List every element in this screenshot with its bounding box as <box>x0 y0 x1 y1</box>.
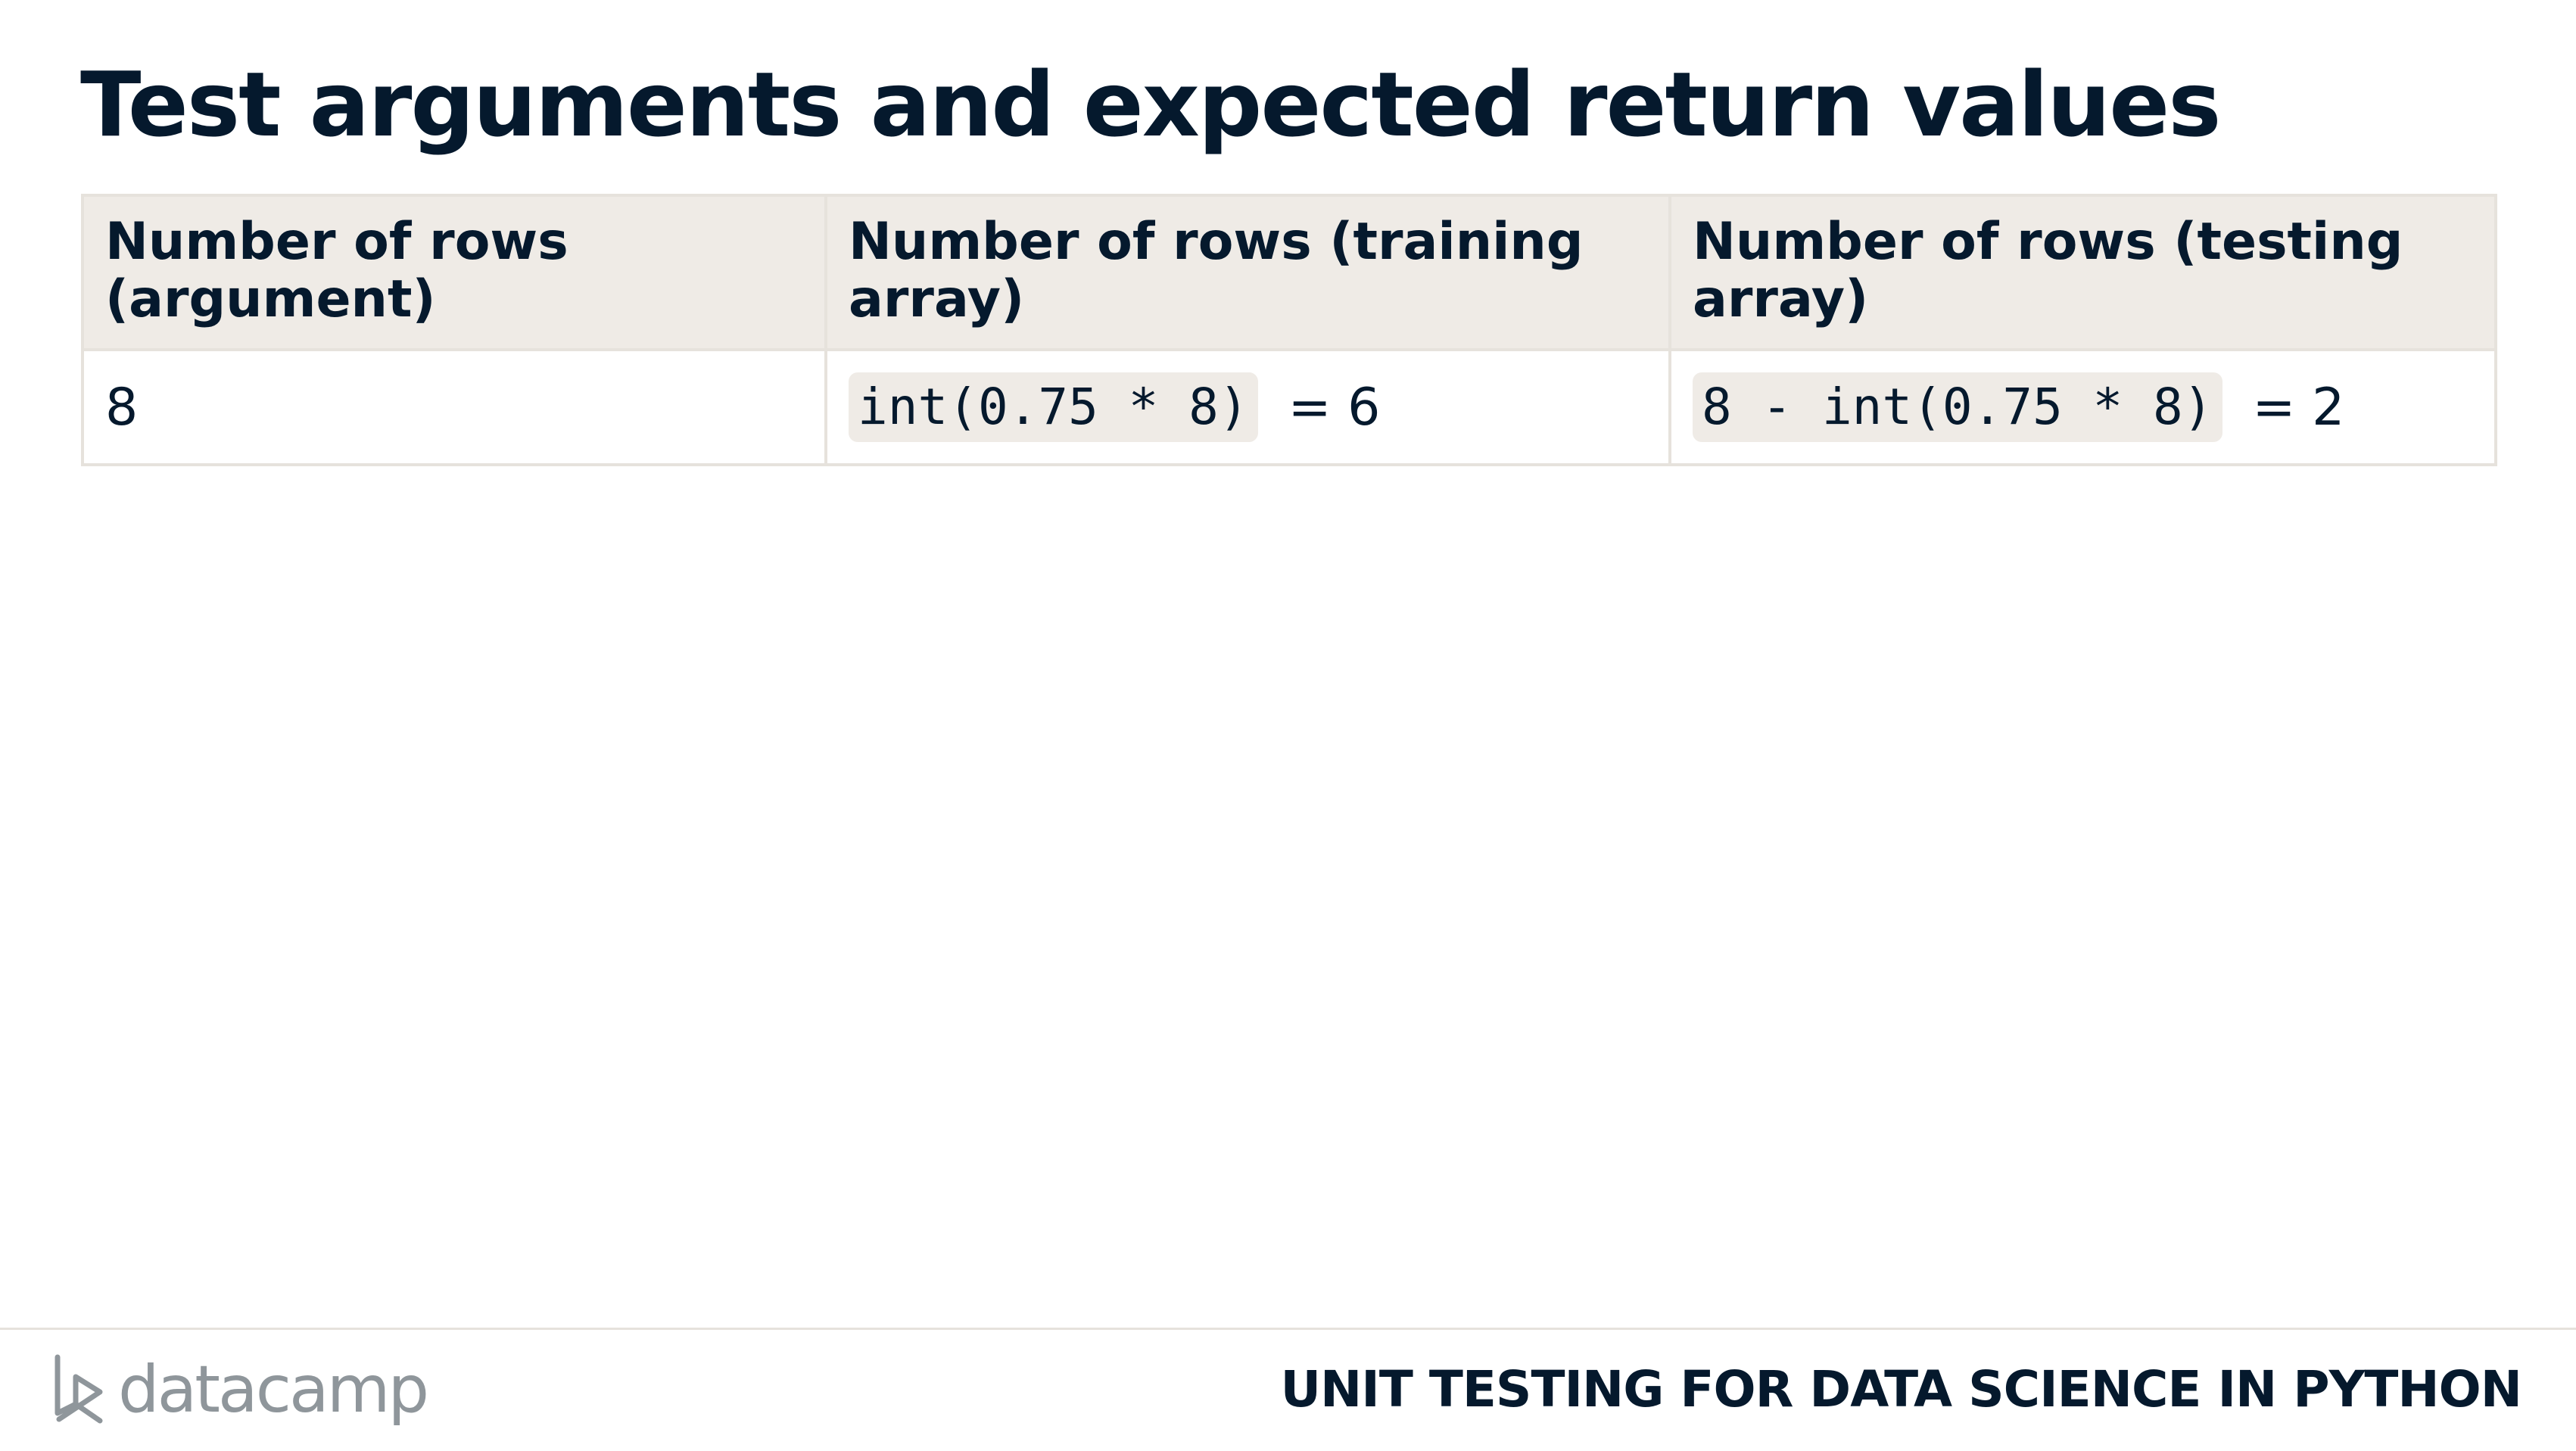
cell-argument: 8 <box>81 348 827 466</box>
logo-text: datacamp <box>118 1352 429 1428</box>
header-testing-rows: Number of rows (testing array) <box>1668 194 2497 351</box>
cell-testing-rows: 8 - int(0.75 * 8) = 2 <box>1668 348 2497 466</box>
training-result: = 6 <box>1288 377 1381 437</box>
testing-result: = 2 <box>2252 377 2345 437</box>
slide-title: Test arguments and expected return value… <box>80 52 2222 157</box>
training-code: int(0.75 * 8) <box>849 372 1258 442</box>
table-row: 8 int(0.75 * 8) = 6 8 - int(0.75 * 8) = 2 <box>81 348 2497 466</box>
header-training-rows: Number of rows (training array) <box>824 194 1671 351</box>
datacamp-logo: datacamp <box>53 1352 429 1428</box>
footer-divider <box>0 1328 2576 1330</box>
header-argument: Number of rows (argument) <box>81 194 827 351</box>
course-title: UNIT TESTING FOR DATA SCIENCE IN PYTHON <box>1280 1360 2522 1418</box>
datacamp-logo-icon <box>55 1354 103 1424</box>
argument-value: 8 <box>105 377 139 437</box>
testing-code: 8 - int(0.75 * 8) <box>1693 372 2222 442</box>
table-header-row: Number of rows (argument) Number of rows… <box>81 194 2497 351</box>
values-table: Number of rows (argument) Number of rows… <box>81 194 2497 466</box>
cell-training-rows: int(0.75 * 8) = 6 <box>824 348 1671 466</box>
